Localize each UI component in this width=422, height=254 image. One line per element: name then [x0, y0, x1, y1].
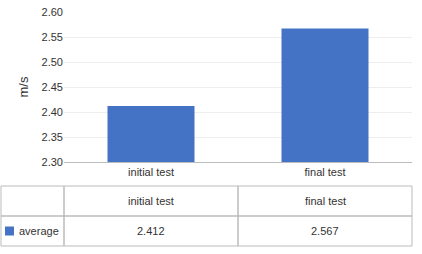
svg-text:average: average — [19, 225, 59, 237]
svg-text:2.35: 2.35 — [42, 131, 63, 143]
svg-text:2.412: 2.412 — [137, 225, 165, 237]
svg-text:final test: final test — [305, 195, 346, 207]
svg-text:2.40: 2.40 — [42, 106, 63, 118]
svg-text:2.30: 2.30 — [42, 156, 63, 168]
svg-text:m/s: m/s — [16, 76, 31, 97]
svg-text:2.60: 2.60 — [42, 6, 63, 18]
svg-text:2.55: 2.55 — [42, 31, 63, 43]
svg-text:initial test: initial test — [128, 166, 174, 178]
svg-text:2.50: 2.50 — [42, 56, 63, 68]
svg-text:final test: final test — [305, 166, 346, 178]
svg-text:initial test: initial test — [128, 195, 174, 207]
svg-text:2.45: 2.45 — [42, 81, 63, 93]
svg-text:2.567: 2.567 — [311, 225, 339, 237]
